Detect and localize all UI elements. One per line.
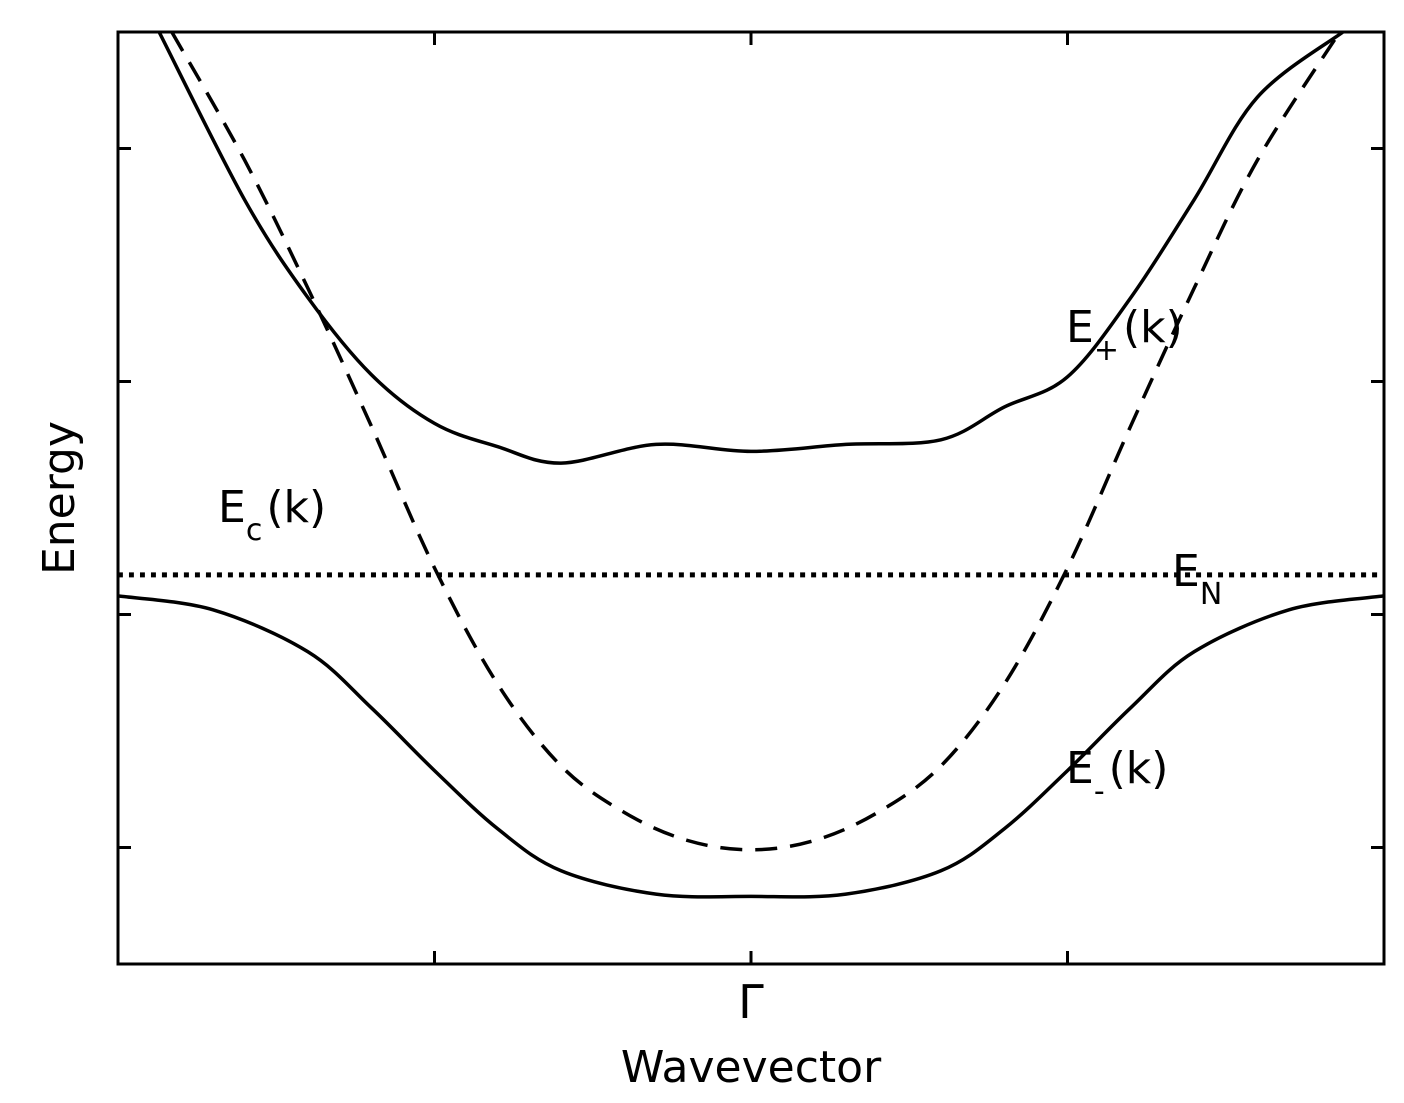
series-line-minus: [118, 594, 1384, 899]
curves-group: [118, 32, 1384, 899]
curve-label-plus: E+(k): [1066, 302, 1183, 368]
y-axis-label: Energy: [34, 421, 85, 575]
curve-label-minus: E-(k): [1066, 743, 1168, 809]
curve-label-c: Ec(k): [218, 482, 326, 548]
curve-label-n: EN: [1172, 546, 1222, 612]
curve-labels-group: E+(k) E-(k) Ec(k) EN: [218, 302, 1222, 809]
x-axis-label: Wavevector: [621, 1042, 882, 1093]
x-tick-label: Γ: [738, 975, 764, 1029]
series-line-plus: [157, 32, 1344, 465]
tick-labels-group: Γ: [738, 975, 764, 1029]
ticks-group: [118, 32, 1384, 964]
series-line-c: [170, 32, 1342, 852]
